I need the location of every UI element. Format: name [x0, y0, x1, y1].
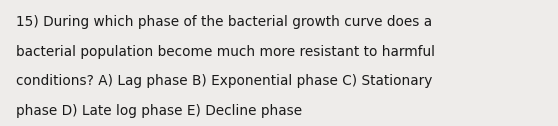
Text: 15) During which phase of the bacterial growth curve does a: 15) During which phase of the bacterial …: [16, 15, 432, 29]
Text: bacterial population become much more resistant to harmful: bacterial population become much more re…: [16, 45, 435, 59]
Text: phase D) Late log phase E) Decline phase: phase D) Late log phase E) Decline phase: [16, 104, 302, 118]
Text: conditions? A) Lag phase B) Exponential phase C) Stationary: conditions? A) Lag phase B) Exponential …: [16, 74, 432, 88]
